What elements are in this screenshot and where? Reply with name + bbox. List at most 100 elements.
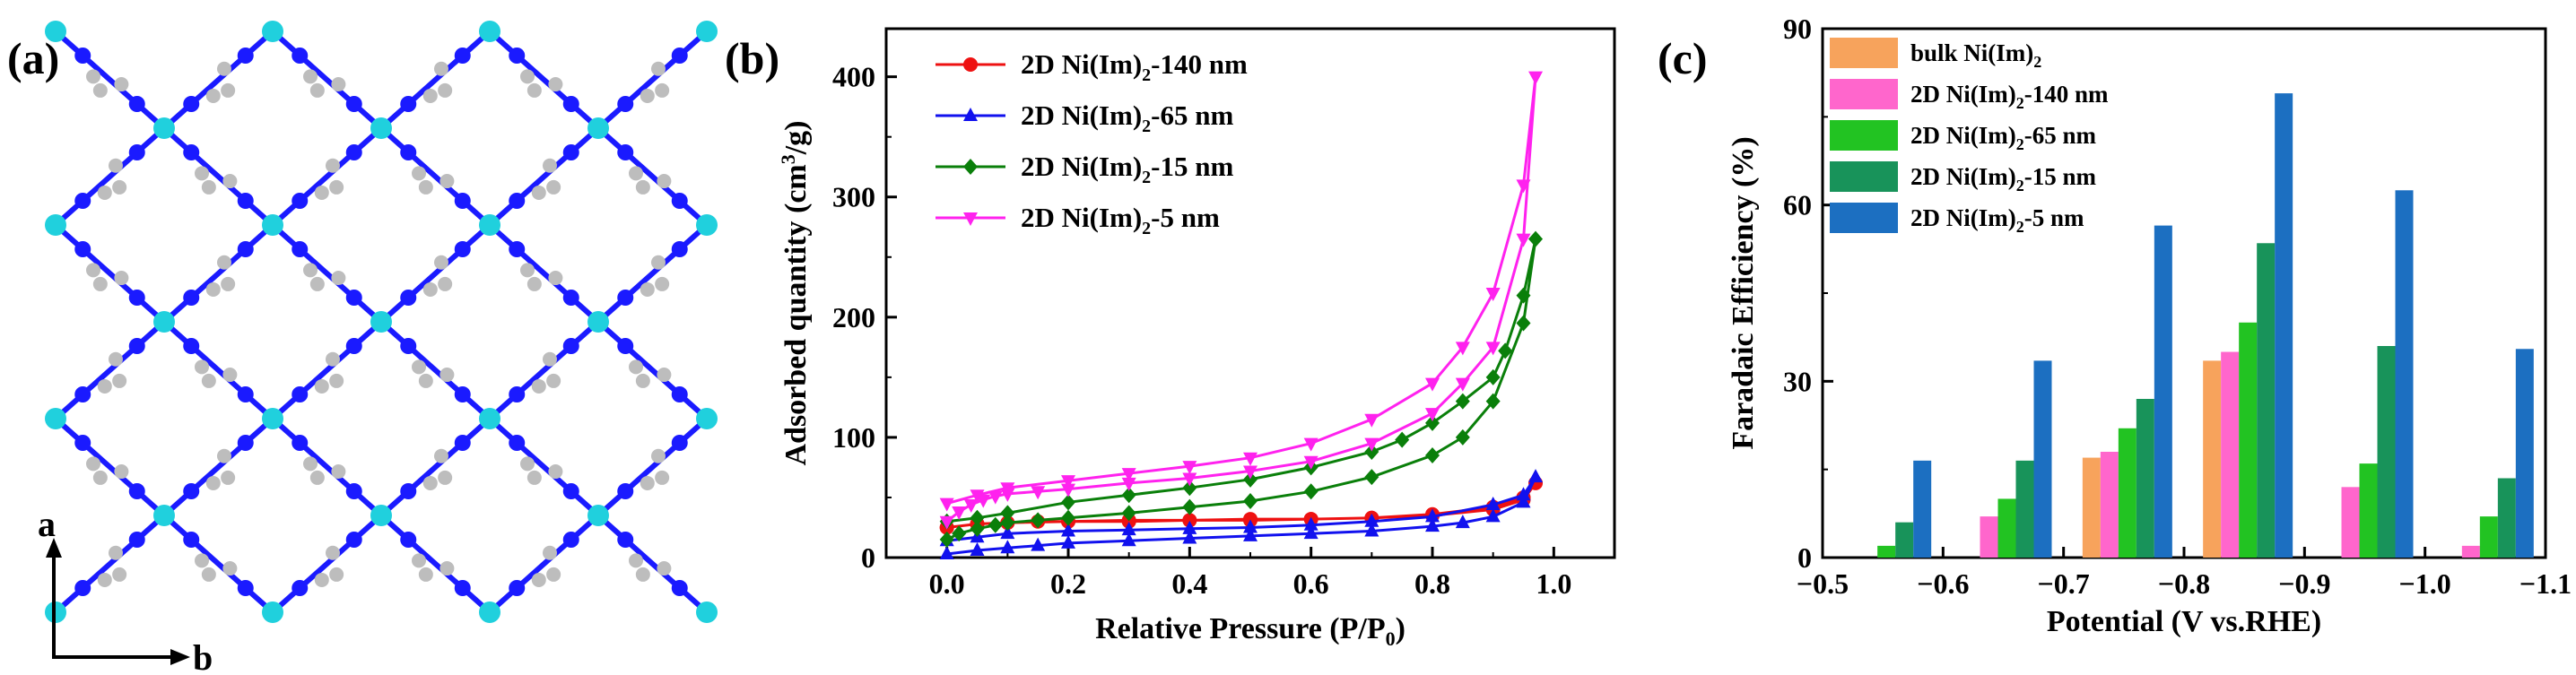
bar	[2221, 351, 2240, 558]
linker-bond	[488, 125, 600, 228]
carbon-atom	[418, 179, 433, 195]
carbon-atom	[433, 255, 448, 270]
nitrogen-atom	[74, 241, 91, 257]
nickel-node	[153, 117, 175, 139]
panel-c-label: (c)	[1658, 33, 1708, 83]
nitrogen-atom	[400, 96, 417, 112]
carbon-atom	[527, 470, 542, 485]
carbon-atom	[331, 271, 346, 286]
bar	[2082, 457, 2101, 558]
data-point	[1243, 471, 1258, 488]
data-point	[1182, 472, 1197, 487]
nitrogen-atom	[345, 144, 362, 160]
carbon-atom	[520, 263, 535, 278]
carbon-atom	[438, 82, 453, 98]
data-point	[1425, 447, 1440, 464]
nitrogen-atom	[400, 532, 417, 548]
data-point	[1485, 342, 1501, 356]
data-point	[963, 108, 978, 121]
bar	[2497, 478, 2516, 558]
carbon-atom	[520, 456, 535, 472]
nitrogen-atom	[237, 580, 254, 596]
nitrogen-atom	[454, 435, 471, 451]
carbon-atom	[655, 470, 670, 485]
nitrogen-atom	[454, 48, 471, 64]
carbon-atom	[629, 166, 644, 181]
bar	[2136, 399, 2154, 558]
data-point	[1364, 437, 1379, 452]
data-point	[1182, 461, 1197, 475]
x-tick-label: −1.0	[2399, 567, 2451, 600]
legend: bulk Ni(Im)2 2D Ni(Im)2-140 nm 2D Ni(Im)2-…	[1830, 38, 2109, 236]
axis-a-arrowhead	[46, 538, 62, 558]
x-tick-label: 1.0	[1536, 567, 1571, 600]
linker-bond	[596, 222, 709, 325]
carbon-atom	[201, 567, 216, 582]
axis-indicator: a b	[38, 504, 213, 675]
carbon-atom	[303, 456, 318, 472]
nitrogen-atom	[509, 193, 526, 209]
carbon-atom	[222, 561, 238, 576]
data-point	[1031, 512, 1046, 529]
linker-bond	[488, 416, 600, 518]
carbon-atom	[303, 69, 318, 84]
legend: 2D Ni(Im)2-140 nm 2D Ni(Im)2-65 nm 2D Ni(I…	[936, 48, 1248, 238]
nitrogen-atom	[400, 144, 417, 160]
carbon-atom	[222, 174, 238, 189]
data-point	[1121, 505, 1136, 522]
series-line	[945, 76, 1537, 523]
carbon-atom	[546, 179, 561, 195]
x-tick-label: 0.0	[929, 567, 965, 600]
nitrogen-atom	[74, 386, 91, 402]
linker-bond	[596, 416, 709, 518]
bar	[2377, 346, 2396, 558]
nickel-node	[479, 601, 500, 623]
nitrogen-atom	[562, 483, 579, 499]
nitrogen-atom	[671, 386, 688, 402]
data-point	[1182, 530, 1197, 544]
x-tick-label: 0.4	[1171, 567, 1207, 600]
carbon-atom	[546, 567, 561, 582]
data-point	[970, 509, 985, 526]
bar	[2257, 243, 2276, 558]
bar	[1980, 516, 1998, 558]
linker-bond	[162, 125, 274, 228]
data-point	[1425, 518, 1440, 532]
nitrogen-atom	[183, 290, 200, 306]
data-point	[1303, 525, 1318, 540]
data-point	[1455, 377, 1470, 392]
carbon-atom	[114, 77, 129, 92]
carbon-atom	[542, 351, 557, 367]
linker-bond	[596, 319, 709, 421]
panel-c-plot-area: −0.5 −0.6 −0.7 −0.8 −0.9 −1.0 −1.1 0 30 60 90 Poten…	[1727, 13, 2572, 638]
nitrogen-atom	[292, 580, 309, 596]
bar	[1895, 522, 1914, 558]
legend-swatch	[1830, 79, 1898, 109]
nitrogen-atom	[671, 48, 688, 64]
linker-bond	[379, 222, 492, 325]
nitrogen-atom	[562, 532, 579, 548]
data-point	[1000, 482, 1015, 497]
panel-a-lattice: (a) a b	[7, 21, 718, 675]
series-line	[946, 238, 1537, 541]
data-point	[1395, 431, 1410, 448]
data-point	[970, 489, 985, 504]
data-point	[1485, 393, 1501, 410]
linker-bond	[379, 319, 492, 421]
carbon-atom	[314, 572, 329, 587]
data-point	[1243, 452, 1258, 466]
panel-a-label: (a)	[7, 33, 59, 83]
data-point	[963, 212, 978, 226]
nitrogen-atom	[400, 483, 417, 499]
carbon-atom	[309, 276, 325, 291]
carbon-atom	[201, 373, 216, 388]
legend-swatch	[1830, 38, 1898, 68]
nitrogen-atom	[183, 144, 200, 160]
carbon-atom	[314, 378, 329, 394]
carbon-atom	[542, 545, 557, 560]
carbon-atom	[418, 567, 433, 582]
carbon-atom	[527, 276, 542, 291]
axis-b-label: b	[193, 637, 213, 675]
data-point	[1364, 469, 1379, 486]
carbon-atom	[527, 82, 542, 98]
